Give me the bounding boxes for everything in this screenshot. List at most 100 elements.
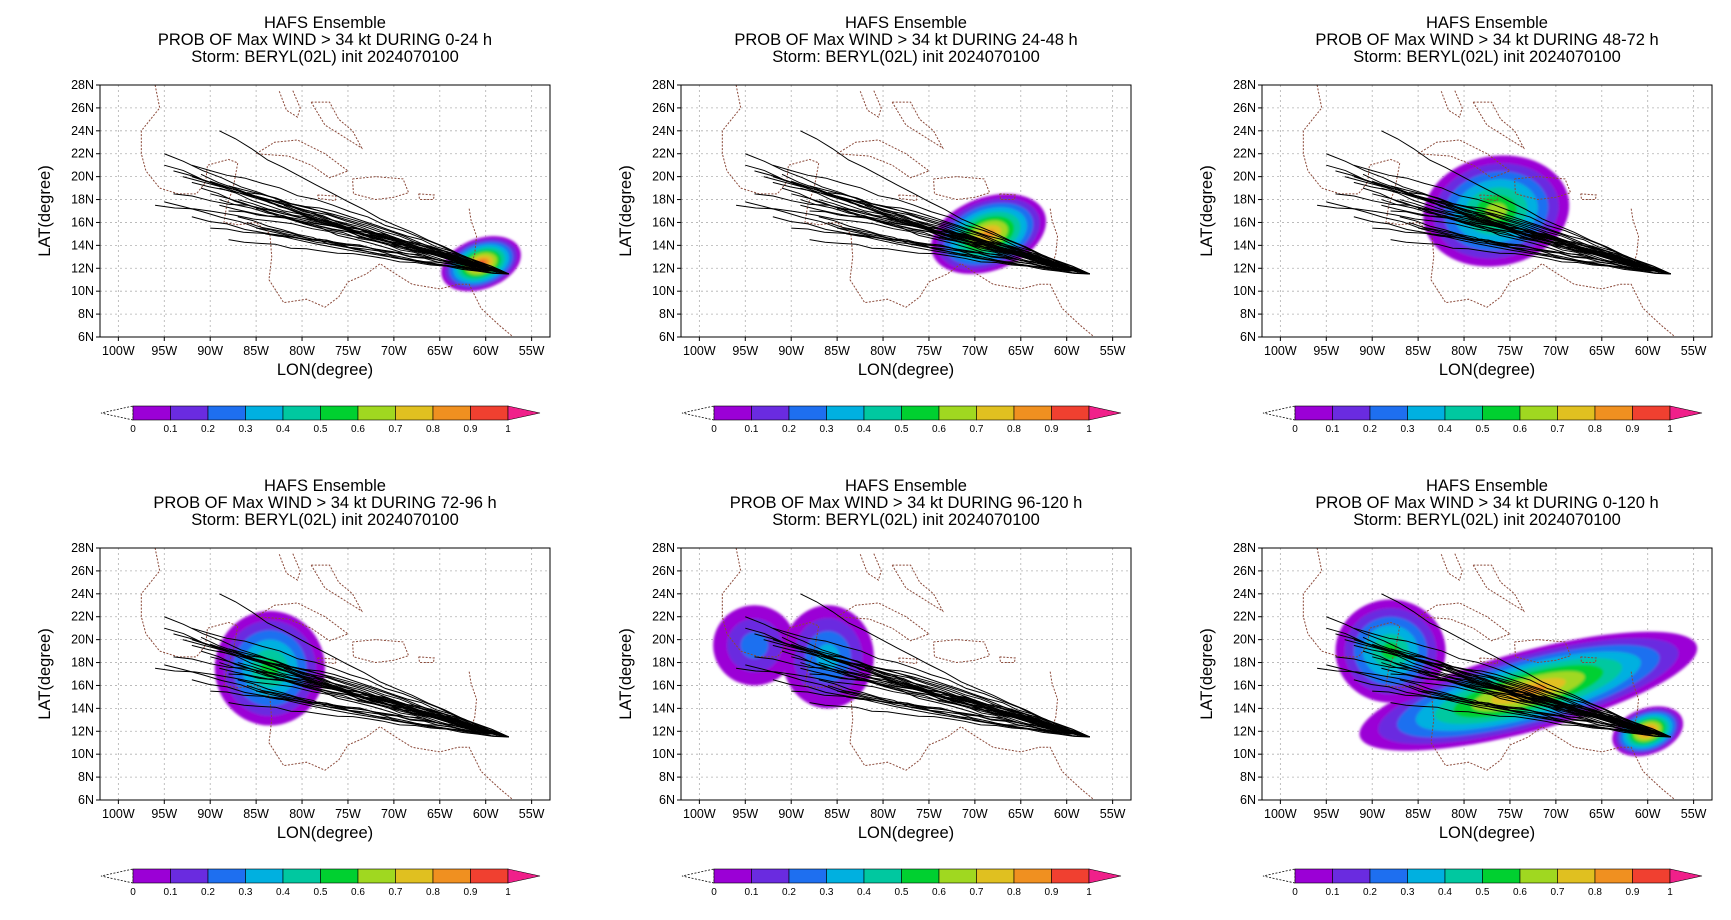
- colorbar-segment: [1407, 868, 1446, 884]
- x-tick-label: 60W: [1635, 807, 1661, 821]
- coastline: [310, 564, 364, 613]
- y-tick-label: 10N: [652, 747, 675, 761]
- x-tick-label: 80W: [1451, 807, 1477, 821]
- x-tick-label: 85W: [1405, 344, 1431, 358]
- coastline: [1049, 208, 1059, 268]
- y-tick-label: 26N: [1233, 101, 1256, 115]
- colorbar-segment: [1013, 405, 1052, 421]
- panel-subtitle: PROB OF Max WIND > 34 kt DURING 24-48 h: [734, 31, 1077, 49]
- colorbar-label: 0.8: [426, 887, 440, 898]
- colorbar-label: 0.8: [1588, 887, 1602, 898]
- y-tick-label: 14N: [1233, 701, 1256, 715]
- x-tick-label: 55W: [519, 807, 545, 821]
- x-tick-label: 80W: [289, 807, 315, 821]
- y-tick-label: 22N: [71, 610, 94, 624]
- colorbar-segment: [1332, 868, 1371, 884]
- ensemble-track: [772, 216, 1090, 275]
- y-tick-label: 18N: [1233, 193, 1256, 207]
- colorbar-segment: [1482, 868, 1521, 884]
- x-tick-label: 75W: [335, 344, 361, 358]
- ensemble-track: [800, 187, 1090, 275]
- coastline: [1630, 671, 1640, 731]
- coastline: [1580, 193, 1597, 201]
- ensemble-track: [210, 227, 509, 275]
- panel-storm-label: Storm: BERYL(02L) init 2024070100: [772, 48, 1040, 66]
- coastline: [836, 139, 930, 179]
- colorbar-segment: [1444, 868, 1483, 884]
- y-tick-label: 24N: [1233, 587, 1256, 601]
- panel-storm-label: Storm: BERYL(02L) init 2024070100: [1353, 511, 1621, 529]
- ensemble-track: [191, 627, 509, 738]
- colorbar-label: 0: [1292, 887, 1298, 898]
- colorbar-segment: [357, 868, 396, 884]
- x-tick-label: 100W: [683, 344, 716, 358]
- y-tick-label: 10N: [71, 747, 94, 761]
- ensemble-track: [1390, 239, 1671, 275]
- coastline: [140, 85, 514, 337]
- y-tick-label: 24N: [71, 587, 94, 601]
- colorbar-segment: [207, 405, 246, 421]
- x-tick-label: 90W: [197, 344, 223, 358]
- colorbar-label: 0.4: [857, 424, 871, 435]
- y-tick-label: 20N: [1233, 170, 1256, 184]
- probability-contour: [740, 632, 769, 659]
- plot-frame: [680, 547, 1132, 801]
- colorbar-label: 0.4: [276, 887, 290, 898]
- colorbar-segment: [170, 405, 209, 421]
- ensemble-track: [772, 627, 1090, 738]
- ensemble-track: [1353, 164, 1671, 275]
- ensemble-track: [237, 662, 509, 738]
- panel-storm-label: Storm: BERYL(02L) init 2024070100: [191, 511, 459, 529]
- colorbar-segment: [1051, 405, 1090, 421]
- colorbar-segment: [1557, 868, 1596, 884]
- colorbar-segment: [1632, 405, 1671, 421]
- colorbar-segment: [207, 868, 246, 884]
- colorbar-label: 0: [711, 887, 717, 898]
- ensemble-track: [237, 199, 509, 275]
- x-tick-label: 60W: [473, 344, 499, 358]
- x-tick-label: 70W: [1543, 344, 1569, 358]
- colorbar-label: 0.6: [932, 424, 946, 435]
- y-tick-label: 16N: [652, 678, 675, 692]
- colorbar-over-arrow: [1088, 405, 1122, 421]
- colorbar-segment: [713, 405, 752, 421]
- colorbar-segment: [1294, 405, 1333, 421]
- ensemble-track: [210, 643, 509, 738]
- y-tick-label: 14N: [71, 701, 94, 715]
- coastline: [933, 176, 991, 201]
- colorbar-label: 0.3: [239, 424, 253, 435]
- coastline: [1580, 656, 1597, 664]
- colorbar-over-arrow: [507, 868, 541, 884]
- x-tick-label: 60W: [1054, 344, 1080, 358]
- coastline: [317, 194, 337, 202]
- ensemble-track: [191, 679, 509, 738]
- panel-subtitle: PROB OF Max WIND > 34 kt DURING 48-72 h: [1315, 31, 1658, 49]
- x-tick-label: 85W: [824, 344, 850, 358]
- colorbar-label: 0.3: [820, 887, 834, 898]
- colorbar-segment: [1332, 405, 1371, 421]
- x-tick-label: 70W: [381, 344, 407, 358]
- colorbar-label: 0.1: [164, 887, 178, 898]
- colorbar: 0 0.1 0.2 0.3 0.4 0.5 0.6 0.7 0.8 0.9 1: [100, 405, 541, 435]
- y-tick-label: 8N: [78, 307, 94, 321]
- x-tick-label: 85W: [824, 807, 850, 821]
- y-tick-label: 16N: [71, 215, 94, 229]
- colorbar-label: 0: [130, 887, 136, 898]
- x-tick-label: 80W: [289, 344, 315, 358]
- x-axis-label: LON(degree): [1439, 361, 1535, 379]
- coastline: [1440, 553, 1463, 581]
- coastline: [278, 553, 301, 581]
- y-tick-label: 18N: [71, 193, 94, 207]
- y-tick-label: 24N: [652, 124, 675, 138]
- y-tick-label: 8N: [1240, 770, 1256, 784]
- colorbar-segment: [901, 405, 940, 421]
- panel-title: HAFS Ensemble: [1426, 477, 1548, 495]
- colorbar-label: 0.5: [1476, 424, 1490, 435]
- x-tick-label: 70W: [962, 807, 988, 821]
- coastline: [278, 90, 301, 118]
- coastline: [721, 85, 1095, 337]
- coastline: [1417, 602, 1511, 642]
- x-tick-label: 65W: [1008, 344, 1034, 358]
- ensemble-track: [1399, 199, 1671, 275]
